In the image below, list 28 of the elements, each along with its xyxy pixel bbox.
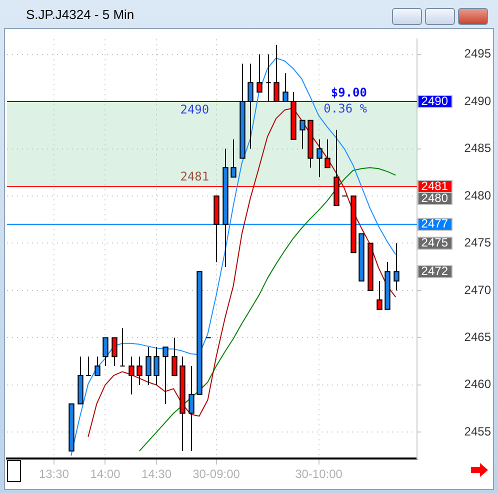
chart-title: S.JP.J4324 - 5 Min [26,7,134,22]
x-tick-label: 13:30 [38,467,70,482]
annotation: 2490 [180,102,210,117]
annotation: 0.36 % [324,102,368,116]
candlestick [266,54,272,102]
x-tick-label: 14:30 [141,467,172,482]
ref-line-label: 2481 [421,178,448,193]
text: 2480 [421,190,448,205]
annotation: 2481 [180,170,210,184]
ref-line-label: 2490 [421,94,448,108]
candlestick [120,328,126,367]
y-tick-label: 2465 [464,330,492,344]
candlestick [86,356,92,376]
text: 2475 [421,236,448,250]
y-tick-label: 2475 [464,236,492,250]
y-tick-label: 2480 [464,188,492,202]
y-tick-label: 2485 [464,141,492,156]
x-tick-label: 30-09:00 [192,467,240,482]
y-tick-label: 2495 [464,46,492,61]
y-tick-label: 2455 [464,424,492,438]
annotation: $9.00 [330,86,367,100]
text: 2472 [421,264,448,278]
y-tick-label: 2460 [464,377,492,392]
x-tick-label: 14:00 [90,467,121,482]
y-tick-label: 2490 [464,94,492,108]
ref-line-label: 2477 [421,216,448,231]
x-tick-label: 30-10:00 [295,467,343,482]
y-tick-label: 2470 [464,282,492,297]
